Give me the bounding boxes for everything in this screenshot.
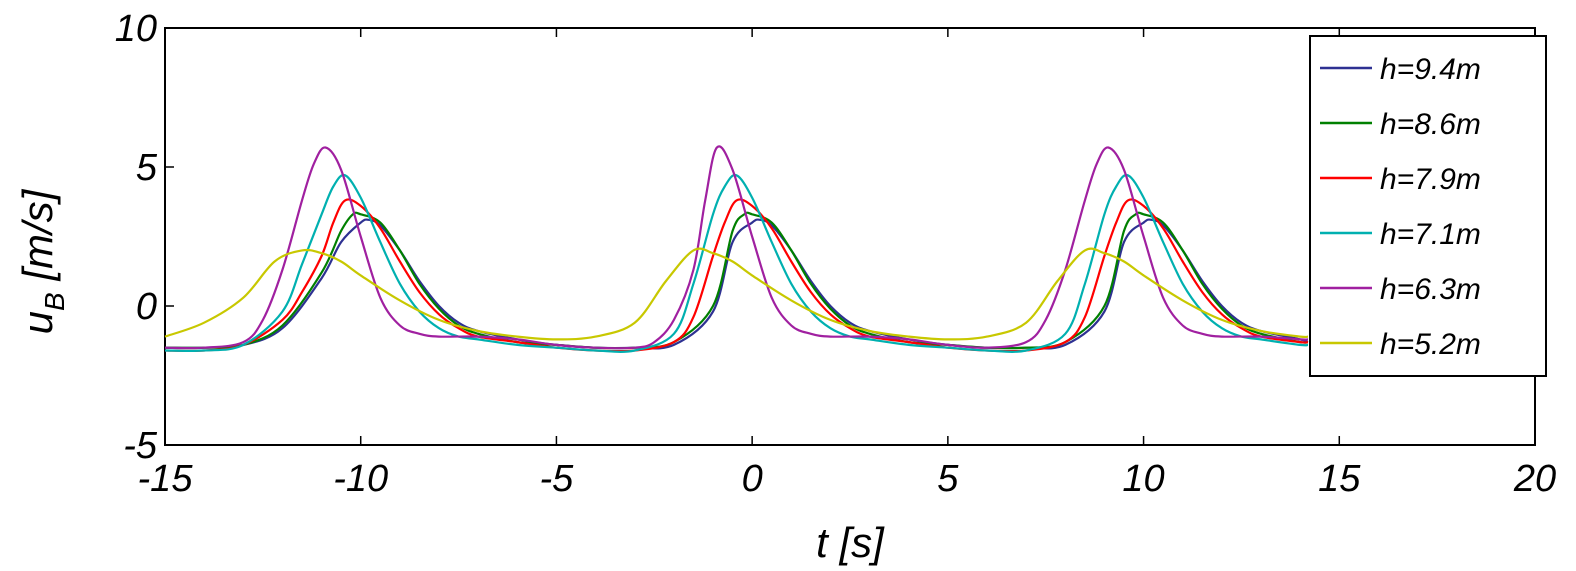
series-line-4: [164, 173, 1309, 353]
y-axis-ticks: -5 0 5 10: [115, 8, 1535, 467]
y-axis-label: uB [m/s]: [14, 188, 70, 334]
y-axis-label-main: u: [14, 311, 61, 334]
y-axis-label-unit: [m/s]: [14, 188, 61, 292]
legend-label-1: h=9.4m: [1380, 53, 1481, 86]
y-tick-label: -5: [123, 425, 158, 467]
x-tick-label: 15: [1318, 458, 1361, 500]
legend-label-6: h=5.2m: [1380, 328, 1481, 361]
series-line-1: [164, 218, 1309, 350]
y-tick-label: 10: [115, 8, 157, 50]
series-line-2: [164, 211, 1309, 350]
legend-label-2: h=8.6m: [1380, 108, 1481, 141]
x-tick-label: -5: [540, 458, 575, 500]
x-tick-label: 5: [937, 458, 959, 500]
x-tick-label: -15: [138, 458, 194, 500]
x-tick-label: 20: [1513, 458, 1556, 500]
x-axis-ticks: -15 -10 -5 0 5 10 15 20: [138, 28, 1556, 500]
legend: h=9.4m h=8.6m h=7.9m h=7.1m h=6.3m h=5.2m: [1309, 35, 1547, 377]
y-tick-label: 0: [136, 286, 157, 328]
legend-label-4: h=7.1m: [1380, 218, 1481, 251]
plot-area: [164, 27, 1536, 446]
series-line-6: [164, 247, 1309, 341]
legend-items: h=9.4m h=8.6m h=7.9m h=7.1m h=6.3m h=5.2m: [1320, 53, 1481, 361]
x-tick-label: 0: [742, 458, 763, 500]
x-tick-label: -10: [333, 458, 388, 500]
series-line-5: [164, 145, 1309, 350]
y-tick-label: 5: [136, 147, 158, 189]
series-line-3: [164, 198, 1309, 353]
legend-label-3: h=7.9m: [1380, 163, 1481, 196]
x-axis-label: t [s]: [816, 519, 885, 566]
legend-box: [1309, 35, 1547, 377]
x-tick-label: 10: [1122, 458, 1164, 500]
series-group: [164, 145, 1309, 353]
y-axis-label-sub: B: [39, 292, 70, 311]
legend-label-5: h=6.3m: [1380, 273, 1481, 306]
